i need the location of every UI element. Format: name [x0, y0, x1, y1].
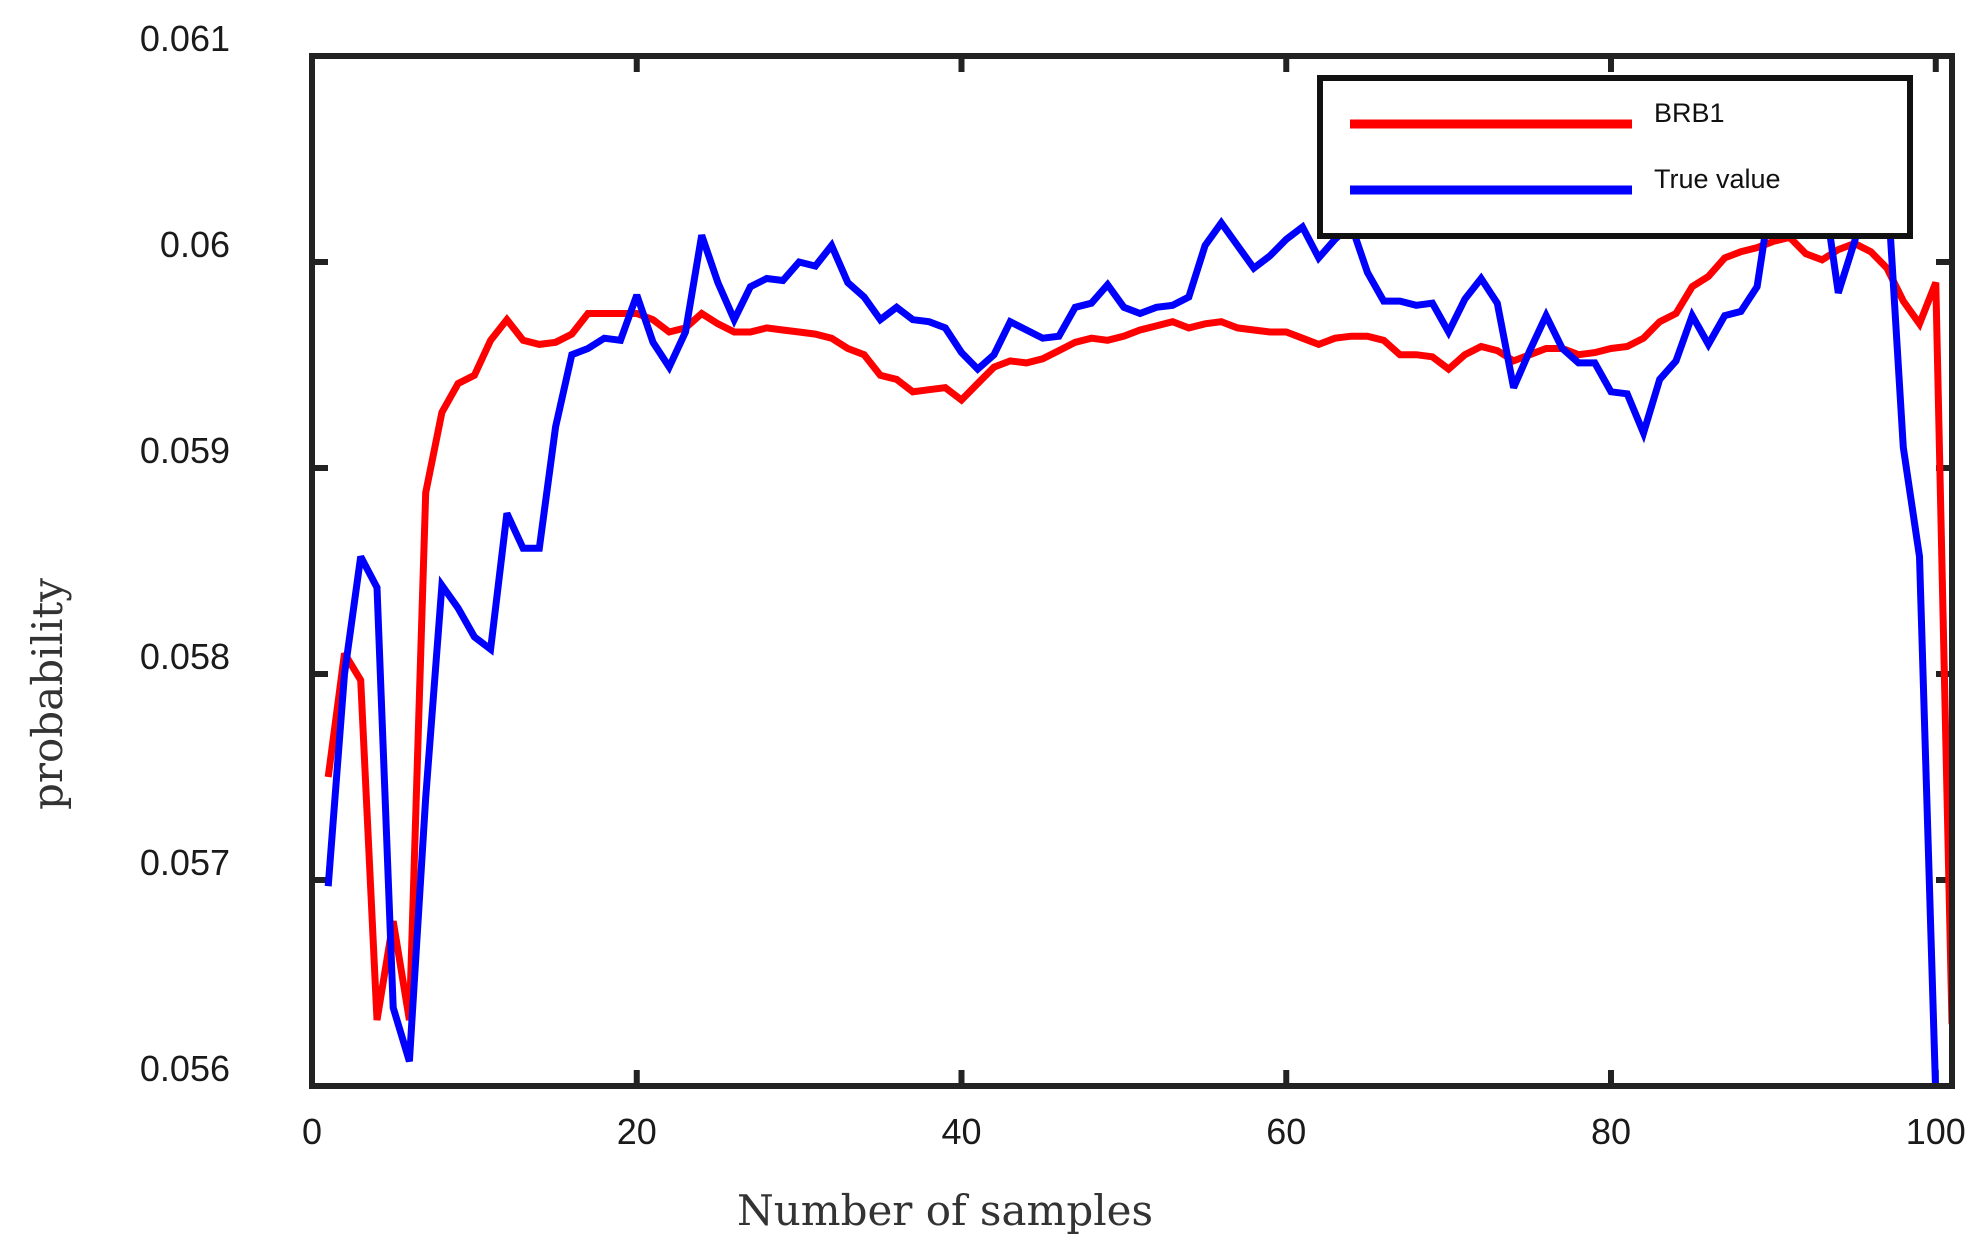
legend-label-1: True value: [1654, 164, 1781, 194]
legend-box: [1317, 75, 1913, 239]
x-tick-label-20: 20: [617, 1111, 657, 1152]
y-tick-label-5: 0.061: [140, 18, 230, 59]
series-group: [324, 176, 1952, 1086]
x-tick-label-100: 100: [1906, 1111, 1966, 1152]
y-tick-label-3: 0.059: [140, 430, 230, 471]
legend: BRB1 True value: [1317, 75, 1913, 239]
legend-label-0: BRB1: [1654, 98, 1725, 128]
y-tick-label-4: 0.06: [160, 224, 230, 265]
y-tick-label-0: 0.056: [140, 1048, 230, 1089]
y-tick-label-1: 0.057: [140, 842, 230, 883]
tick-labels-layer: 0 20 40 60 80 100 0.056 0.057 0.058 0.059 0.06 0.06…: [140, 18, 1966, 1152]
series-line-true-value: [324, 176, 1939, 1086]
y-tick-label-2: 0.058: [140, 636, 230, 677]
plot-frame: [309, 53, 1955, 1089]
x-tick-label-80: 80: [1591, 1111, 1631, 1152]
series-line-brb1: [324, 233, 1952, 1025]
series-layer: [324, 176, 1952, 1086]
x-tick-label-0: 0: [302, 1111, 322, 1152]
x-tick-label-60: 60: [1266, 1111, 1306, 1152]
x-axis-title: Number of samples: [737, 1186, 1153, 1235]
x-tick-label-40: 40: [941, 1111, 981, 1152]
y-axis-title: probability: [23, 578, 72, 810]
